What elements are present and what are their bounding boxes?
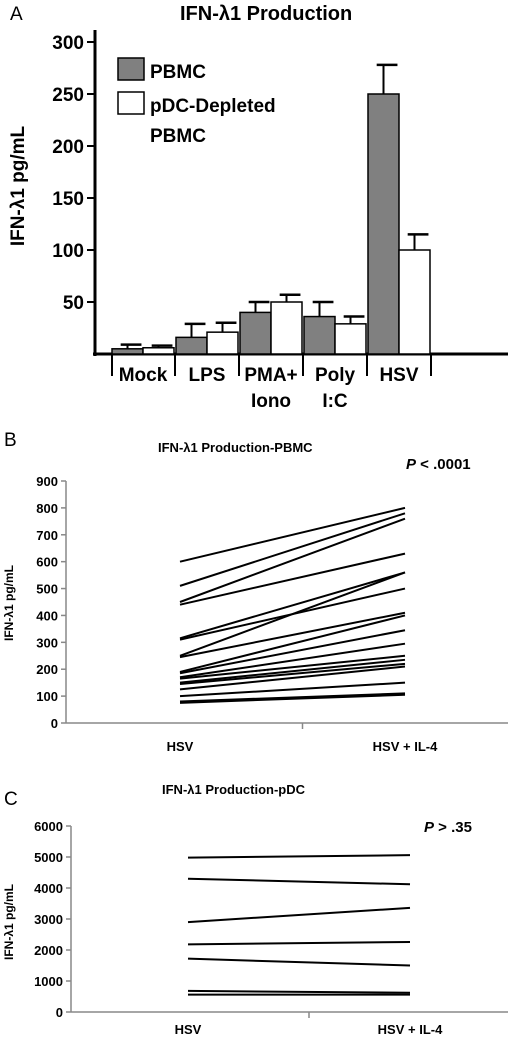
panel-a-title: IFN-λ1 Production [180,3,352,25]
paired-line [179,642,406,679]
y-tick-label: 100 [36,689,58,704]
panel-a-legend: PBMC pDC-Depleted PBMC [117,57,276,147]
category-label: HSV [379,365,418,386]
y-tick-label: 50 [63,293,84,314]
paired-line [179,506,406,563]
category-label: LPS [189,365,226,386]
legend-label-pdc-depleted-line2: PBMC [150,126,206,147]
panel-c-p-italic: P [424,819,435,836]
bar [111,348,144,355]
legend-label-pbmc: PBMC [150,62,206,83]
paired-line [187,989,411,994]
y-tick-label: 5000 [34,850,63,865]
x-category-label: HSV [175,1022,202,1037]
panel-b-y-axis-label: IFN-λ1 pg/mL [2,565,16,641]
bar [303,315,336,355]
y-tick-label: 250 [52,85,84,106]
panel-c-p-value: P > .35 [424,819,472,836]
panel-c-y-axis-label: IFN-λ1 pg/mL [2,884,16,960]
panel-c-p-text: > .35 [434,819,472,836]
panel-c-label: C [4,789,18,810]
panel-c-title: IFN-λ1 Production-pDC [162,782,306,797]
panel-b-p-italic: P [406,456,417,473]
y-tick-label: 0 [51,716,58,731]
bar [239,311,272,355]
paired-line [179,611,406,659]
y-tick-label: 0 [56,1005,63,1020]
y-tick-label: 900 [36,474,58,489]
y-tick-label: 300 [36,635,58,650]
paired-line [179,662,406,686]
paired-line [179,693,406,704]
paired-line [179,517,406,603]
y-tick-label: 1000 [34,974,63,989]
y-tick-label: 200 [36,662,58,677]
bar [334,323,367,355]
y-tick-label: 500 [36,582,58,597]
paired-line [179,658,406,684]
paired-line [187,877,411,886]
paired-line [187,906,411,924]
paired-line [187,957,411,967]
y-tick-label: 6000 [34,819,63,834]
y-tick-label: 300 [52,33,84,54]
bar [367,93,400,355]
paired-line [179,614,406,673]
legend-swatch-pbmc [117,57,145,81]
panel-b-title: IFN-λ1 Production-PBMC [158,440,313,455]
legend-label-pdc-depleted-line1: pDC-Depleted [150,96,276,117]
panel-b-p-text: < .0001 [416,456,471,473]
paired-line [179,512,406,587]
x-category-label: HSV + IL-4 [378,1022,443,1037]
y-tick-label: 3000 [34,912,63,927]
paired-line [179,665,406,691]
y-tick-label: 4000 [34,881,63,896]
y-tick-label: 700 [36,528,58,543]
y-tick-label: 150 [52,189,84,210]
paired-line [179,629,406,675]
y-tick-label: 200 [52,137,84,158]
x-category-label: HSV + IL-4 [373,739,438,754]
legend-swatch-pdc-depleted [117,91,145,115]
bar [270,301,303,355]
y-tick-label: 400 [36,608,58,623]
x-category-label: HSV [167,739,194,754]
paired-line [179,571,406,640]
paired-line [179,571,406,657]
panel-a-bar-chart: A IFN-λ1 Production IFN-λ1 pg/mL 50 100 15… [8,3,508,412]
paired-line [179,692,406,703]
paired-line [179,654,406,680]
paired-line [179,552,406,606]
y-tick-label: 600 [36,555,58,570]
bar [142,347,175,355]
panel-b-p-value: P < .0001 [406,456,471,473]
paired-line [187,940,411,946]
y-tick-label: 100 [52,241,84,262]
panel-a-label: A [10,4,23,25]
category-label: Poly [315,365,356,386]
category-label: Mock [119,365,168,386]
panel-c-line-chart: C IFN-λ1 Production-pDC P > .35 IFN-λ1 p… [2,782,508,1037]
panel-b-line-chart: B IFN-λ1 Production-PBMC P < .0001 IFN-λ… [2,430,508,754]
bar [398,249,431,355]
paired-line [179,681,406,698]
bar [175,336,208,355]
paired-line [187,854,411,859]
panel-a-y-axis-label: IFN-λ1 pg/mL [8,125,29,246]
bar [206,331,239,355]
y-tick-label: 2000 [34,943,63,958]
category-label: I:C [322,391,348,412]
panel-b-label: B [4,430,17,451]
y-tick-label: 800 [36,501,58,516]
category-label: PMA+ [244,365,297,386]
category-label: Iono [251,391,291,412]
